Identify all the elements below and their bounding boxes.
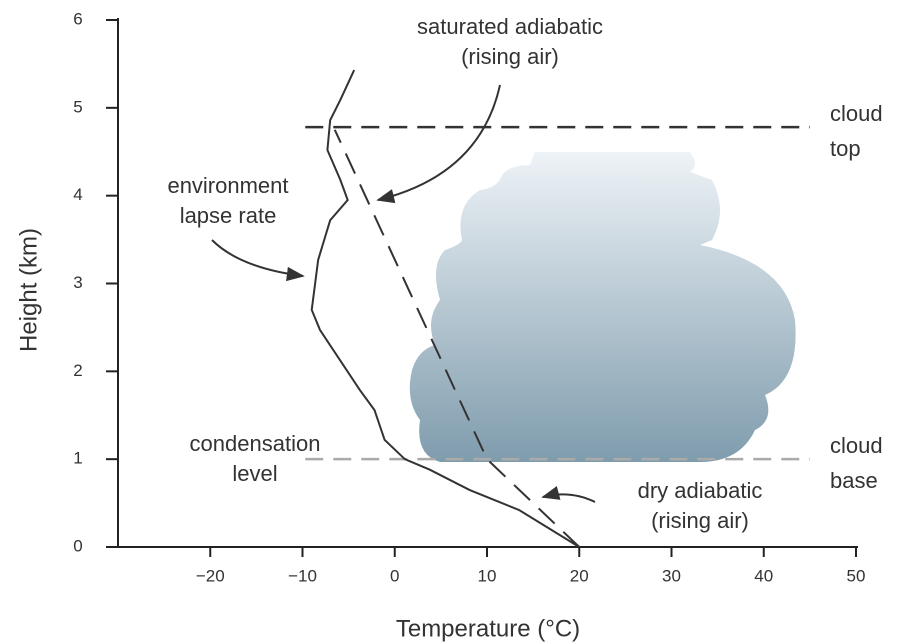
y-tick-label: 3 (73, 273, 82, 292)
arrow (212, 240, 303, 276)
x-tick-label: 40 (754, 566, 773, 585)
x-tick-label: 30 (662, 566, 681, 585)
annotation: (rising air) (651, 508, 749, 533)
x-axis-label: Temperature (°C) (396, 615, 580, 642)
reference-label: cloud (830, 101, 883, 126)
y-tick-label: 5 (73, 97, 82, 116)
y-tick-label: 0 (73, 536, 82, 555)
x-tick-label: 10 (478, 566, 497, 585)
annotation: condensation (190, 431, 321, 456)
x-tick-label: 20 (570, 566, 589, 585)
reference-label: base (830, 468, 878, 493)
arrow (378, 85, 500, 200)
x-tick-label: −10 (288, 566, 317, 585)
x-tick-label: −20 (196, 566, 225, 585)
y-axis-label: Height (km) (15, 228, 42, 352)
x-tick-label: 0 (390, 566, 399, 585)
reference-label: cloud (830, 433, 883, 458)
y-tick-label: 1 (73, 449, 82, 468)
annotation: saturated adiabatic (417, 14, 603, 39)
arrow (543, 494, 595, 502)
annotation: level (232, 461, 277, 486)
reference-label: top (830, 136, 861, 161)
y-tick-label: 6 (73, 9, 82, 28)
chart: Temperature (°C) Height (km) −20−1001020… (0, 0, 918, 644)
x-tick-label: 50 (847, 566, 866, 585)
y-tick-label: 2 (73, 361, 82, 380)
annotation: lapse rate (180, 203, 277, 228)
y-tick-label: 4 (73, 185, 82, 204)
annotation: dry adiabatic (638, 478, 763, 503)
annotation: environment (167, 173, 288, 198)
annotation: (rising air) (461, 44, 559, 69)
